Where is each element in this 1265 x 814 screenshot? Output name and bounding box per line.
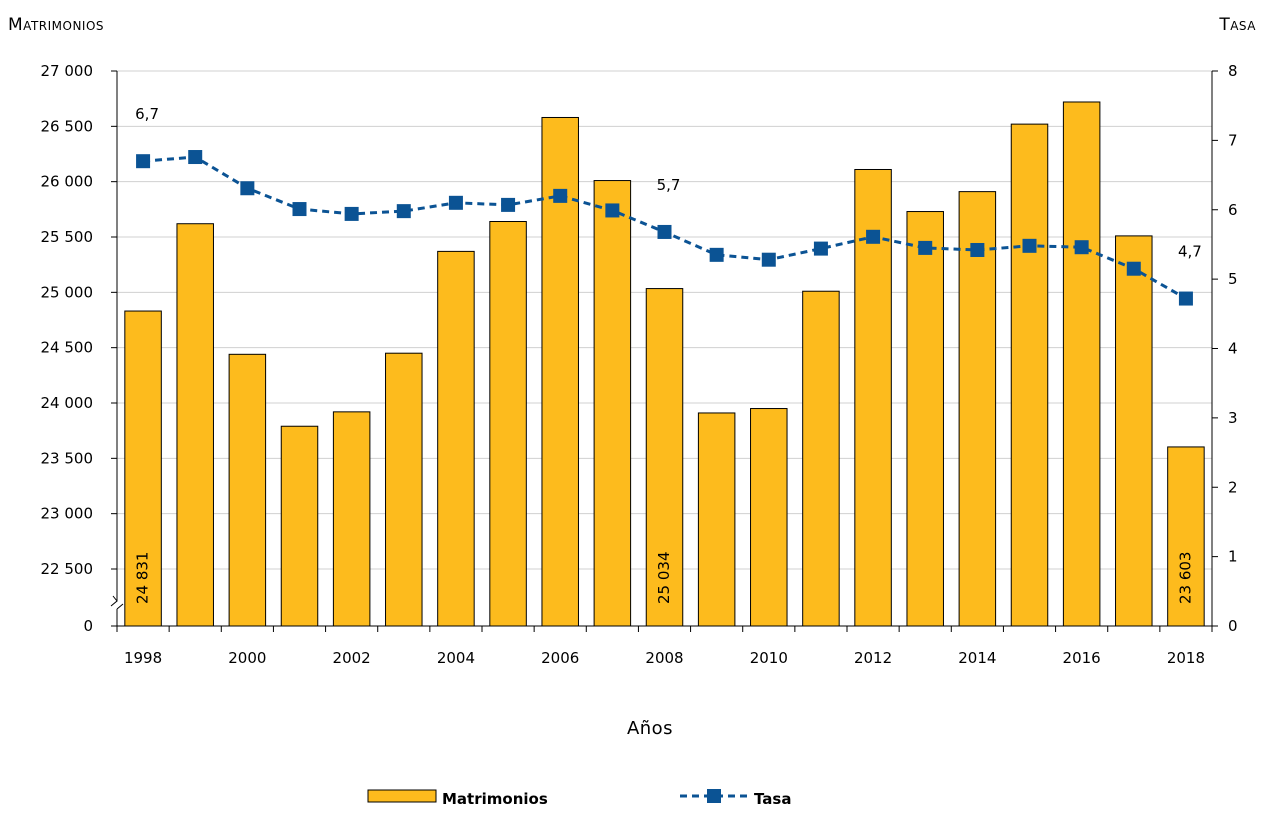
tasa-marker [1022,238,1037,253]
bar [802,290,840,627]
left-tick-label: 27 000 [41,62,94,80]
x-tick-label: 2002 [333,649,371,667]
bar [228,353,267,627]
left-tick-label: 26 000 [41,173,94,191]
data-labels: 24 831 25 034 23 603 6,7 5,7 4,7 [134,105,1202,604]
bar-data-label: 25 034 [655,552,673,605]
x-axis-title: Años [627,718,673,739]
right-tick-label: 7 [1228,131,1238,149]
bar [489,221,527,627]
x-tick-label: 2012 [854,649,892,667]
left-tick-label: 0 [83,617,93,635]
right-axis-title: Tasa [1218,15,1256,35]
left-tick-label: 24 500 [41,339,94,357]
tasa-marker [553,188,568,203]
bar [1167,446,1205,627]
bar [645,288,684,627]
left-tick-label: 23 000 [41,505,94,523]
bar [1010,123,1049,627]
legend: Matrimonios Tasa [367,789,791,808]
axis-break-mark [110,595,124,610]
legend-swatch-matrimonios [367,789,437,803]
bar [280,425,319,627]
right-tick-label: 2 [1228,478,1238,496]
bar [124,310,162,627]
bar [750,408,788,627]
bar [176,223,214,627]
line-series-tasa [136,150,1193,306]
tasa-marker [292,202,307,217]
tasa-marker [1126,261,1141,276]
tasa-marker [396,204,411,219]
tasa-marker [1074,240,1089,255]
bar [385,352,423,627]
tasa-marker [240,181,255,196]
legend-label-tasa: Tasa [754,790,791,808]
line-data-label: 4,7 [1178,243,1202,261]
left-tick-label: 26 500 [41,117,94,135]
bar [697,412,736,627]
tasa-marker [501,197,516,212]
tasa-marker [1178,291,1193,306]
right-tick-label: 5 [1228,270,1238,288]
tasa-marker [657,224,672,239]
x-tick-label: 2014 [958,649,996,667]
bar [437,250,475,627]
bar [593,180,632,627]
line-data-label: 6,7 [135,105,159,123]
tasa-marker [918,240,933,255]
x-tick-label: 2006 [541,649,579,667]
left-tick-label: 23 500 [41,449,94,467]
right-tick-label: 8 [1228,62,1238,80]
tasa-marker [866,229,881,244]
legend-label-matrimonios: Matrimonios [442,790,548,808]
tasa-marker [188,150,203,165]
tasa-marker [605,203,620,218]
left-tick-label: 25 500 [41,228,94,246]
right-tick-label: 0 [1228,617,1238,635]
legend-marker-tasa [707,789,721,803]
tasa-marker [813,241,828,256]
tasa-marker [344,206,359,221]
x-tick-label: 2018 [1167,649,1205,667]
x-tick-label: 2010 [750,649,788,667]
right-tick-label: 4 [1228,340,1238,358]
left-tick-label: 24 000 [41,394,94,412]
right-tick-label: 6 [1228,201,1238,219]
x-tick-label: 2004 [437,649,475,667]
bar [854,168,892,627]
bar [906,211,944,627]
line-data-label: 5,7 [657,176,681,194]
left-tick-label: 22 500 [41,560,94,578]
right-tick-label: 3 [1228,409,1238,427]
tasa-marker [448,195,463,210]
bar-series-matrimonios [124,101,1205,627]
tasa-marker [761,252,776,267]
bar-data-label: 24 831 [134,552,152,605]
bar [1115,235,1153,627]
tasa-marker [136,154,151,169]
x-tick-label: 2000 [228,649,266,667]
bar [1062,101,1101,627]
x-tick-label: 1998 [124,649,162,667]
tasa-marker [970,242,985,257]
bar-data-label: 23 603 [1176,552,1194,605]
tasa-marker [709,247,724,262]
x-tick-label: 2008 [645,649,683,667]
left-axis-title: Matrimonios [8,15,104,35]
x-tick-label: 2016 [1063,649,1101,667]
axes: 0 22 500 23 000 23 500 24 000 24 500 25 000 25 … [41,62,1238,667]
bar [332,411,371,627]
right-tick-label: 1 [1228,548,1238,566]
left-tick-label: 25 000 [41,283,94,301]
